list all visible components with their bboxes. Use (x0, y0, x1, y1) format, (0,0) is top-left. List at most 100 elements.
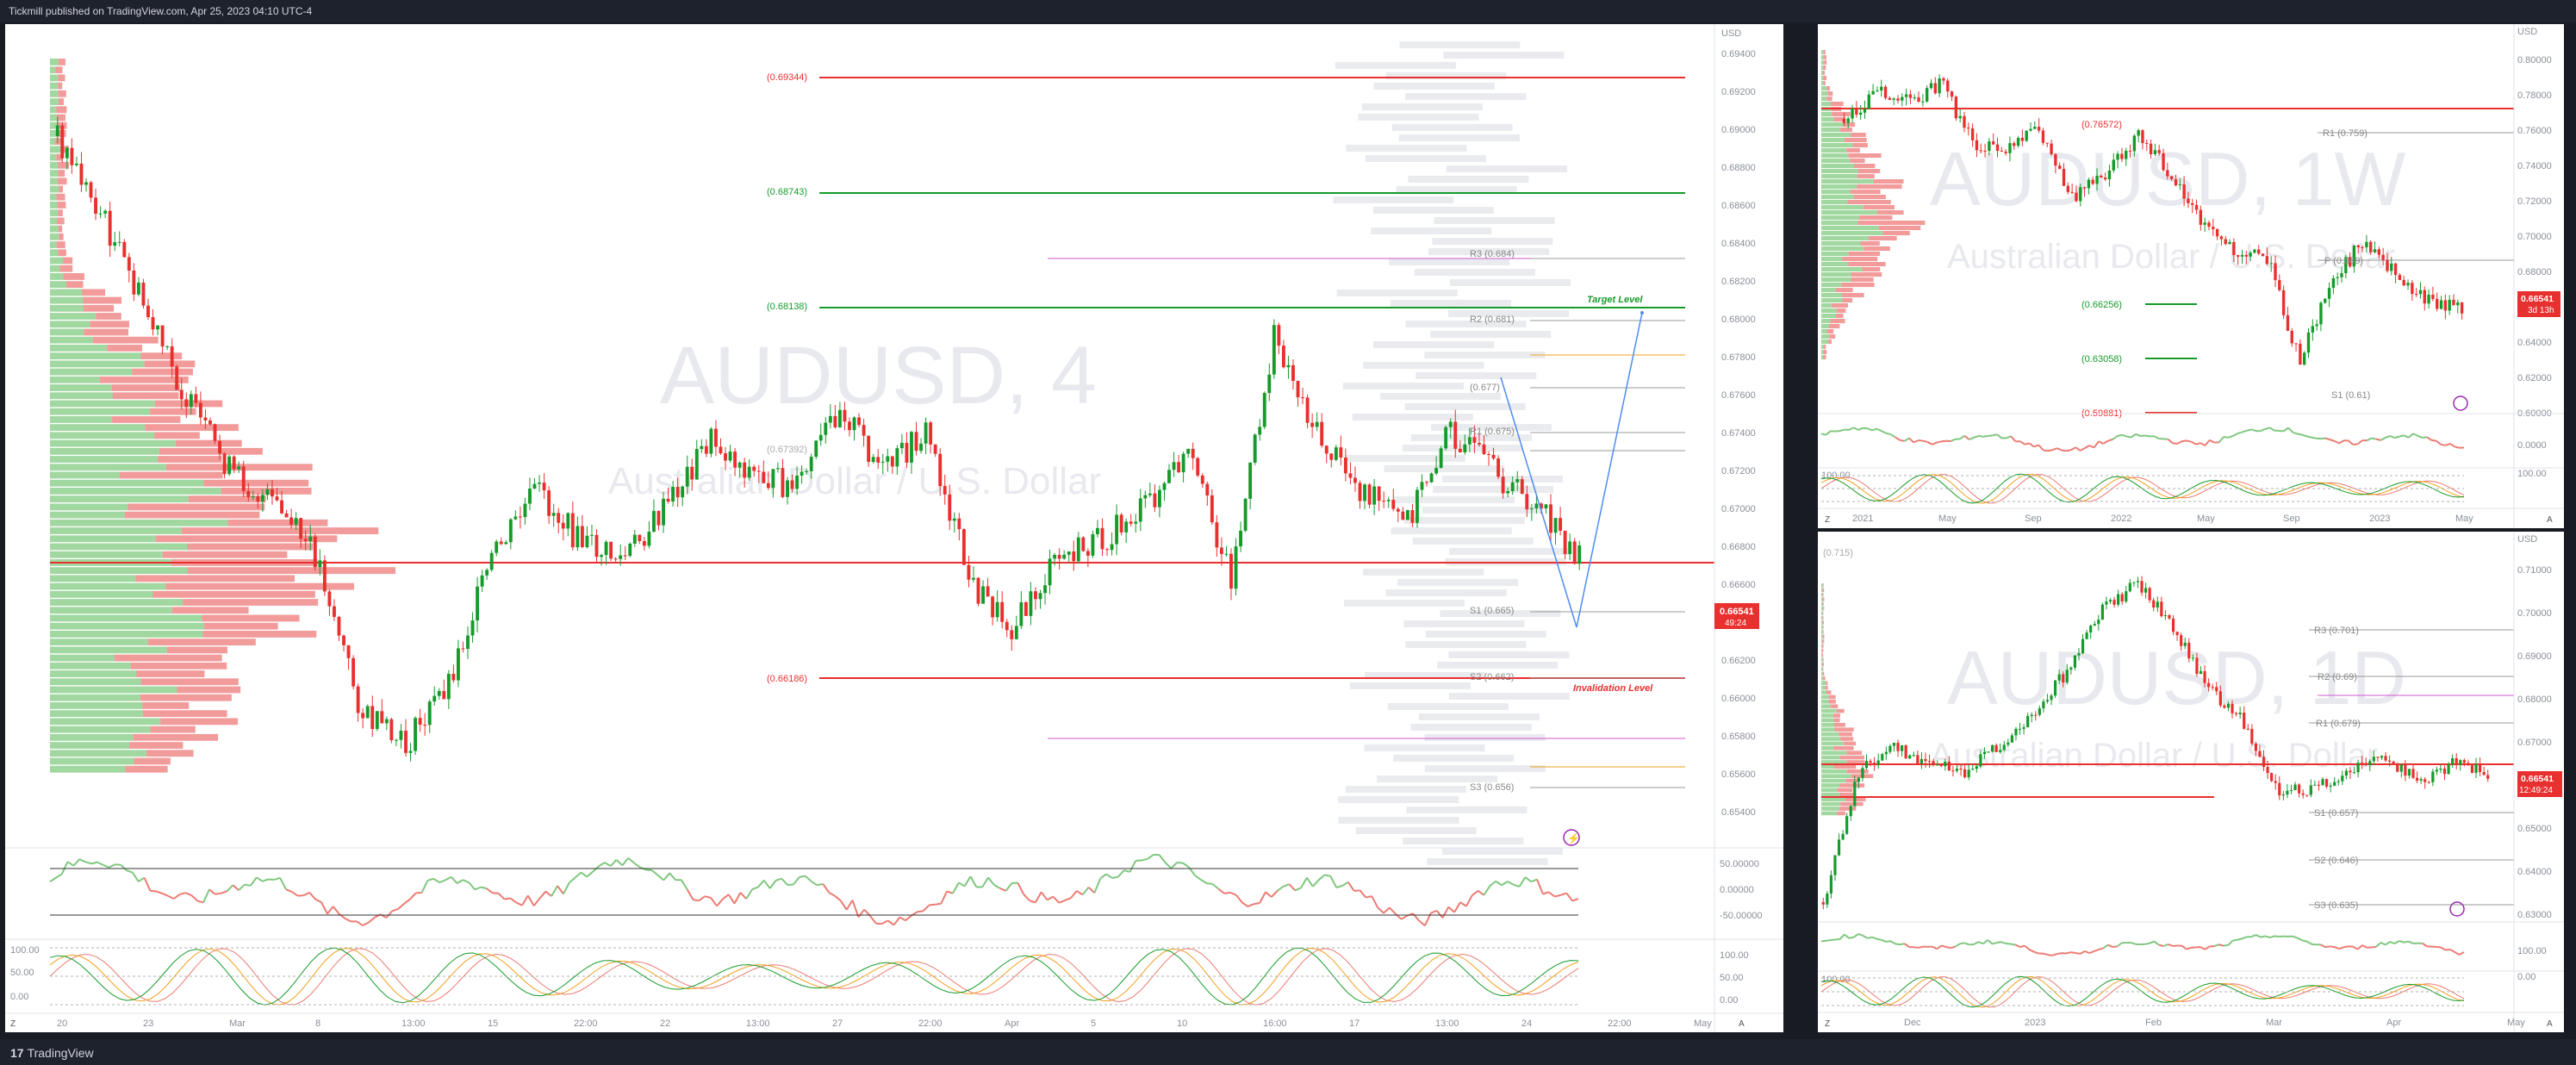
weekly-candle (2381, 254, 2385, 260)
main-right-vp (1449, 548, 1571, 555)
daily-rsi-seg (2107, 944, 2113, 948)
main-vp-bull (50, 90, 59, 97)
main-candle (394, 739, 398, 741)
weekly-rsi-seg (1853, 427, 1859, 431)
main-vp-bear (142, 710, 227, 718)
main-rsi-seg (817, 882, 824, 887)
price-axis[interactable] (1714, 24, 1783, 1032)
weekly-rsi-seg (2176, 440, 2183, 445)
weekly-time-5: Sep (2283, 514, 2300, 524)
main-chart-svg[interactable]: AUDUSD, 4 Australian Dollar / U.S. Dolla… (5, 24, 1783, 1032)
main-rsi-seg (1341, 881, 1349, 887)
main-vp-bear (125, 765, 168, 773)
main-rsi-seg (126, 869, 134, 874)
weekly-auto-button[interactable]: A (2547, 515, 2553, 525)
main-candle (1181, 453, 1185, 473)
weekly-vp-bull (1821, 345, 1824, 350)
main-vp-bear (142, 702, 190, 709)
main-candle (1568, 541, 1572, 555)
weekly-time-axis[interactable]: 2021 May Sep 2022 May Sep 2023 May (1852, 514, 2473, 524)
main-candle (867, 435, 871, 462)
time-tick-4: 13:00 (401, 1018, 426, 1029)
main-candle (805, 470, 809, 472)
daily-rsi-seg (2306, 940, 2312, 945)
main-candle (127, 257, 131, 271)
daily-auto-button[interactable]: A (2547, 1019, 2553, 1029)
main-right-vp (1427, 858, 1548, 865)
weekly-candle (2411, 283, 2414, 295)
main-vp-bear (159, 447, 263, 455)
weekly-timezone-button[interactable]: Z (1825, 515, 1830, 525)
main-candle (880, 461, 885, 463)
alert-lightning-icon[interactable] (1563, 829, 1580, 846)
daily-rsi-seg (1959, 942, 1965, 945)
weekly-candle (1880, 86, 1883, 91)
daily-level-3: S1 (0.657) (2314, 808, 2358, 819)
main-candle (814, 440, 818, 458)
daily-chart-svg[interactable]: AUDUSD, 1D Australian Dollar / U.S. Doll… (1818, 532, 2564, 1032)
main-right-vp (1358, 114, 1479, 121)
weekly-vp-bull (1821, 339, 1828, 345)
daily-candle (1975, 766, 1978, 769)
weekly-candle (2336, 277, 2339, 278)
main-candle (848, 421, 851, 431)
main-rsi-seg (1366, 895, 1372, 899)
main-vp-bull (50, 400, 155, 408)
main-candle (384, 719, 389, 724)
main-rsi-seg (432, 877, 440, 884)
main-candle (499, 541, 503, 545)
weekly-alert-icon[interactable] (2453, 395, 2468, 411)
weekly-candle (2253, 249, 2256, 253)
main-vp-bear (160, 718, 239, 726)
main-candle (1196, 458, 1200, 476)
main-rsi-seg (722, 894, 730, 900)
main-candle (1401, 511, 1405, 520)
weekly-candle (2369, 241, 2373, 252)
main-vp-bear (145, 424, 239, 432)
time-axis-labels[interactable]: 20 23 Mar 8 13:00 15 22:00 22 13:00 27 22:00 Apr 5 10… (57, 1018, 1712, 1029)
daily-candle (2447, 763, 2450, 775)
main-candle (1434, 467, 1439, 474)
main-candle (957, 518, 961, 530)
timezone-button[interactable]: Z (10, 1019, 16, 1029)
main-candle (613, 558, 618, 560)
weekly-vp-bull (1821, 267, 1863, 272)
weekly-chart-pane[interactable]: AUDUSD, 1W Australian Dollar / U.S. Doll… (1818, 24, 2564, 528)
rsi-oscillator (49, 853, 1579, 927)
main-vp-bull (50, 121, 57, 129)
main-rsi-seg (705, 895, 712, 899)
main-candle (852, 417, 856, 431)
weekly-vp-bear (1857, 221, 1926, 226)
main-rsi-seg (627, 856, 635, 864)
daily-rsi-seg (1876, 937, 1882, 941)
daily-tick-10: 0.00 (2517, 972, 2536, 982)
symbol-watermark: AUDUSD, 4 (660, 330, 1097, 421)
daily-vp-bull (1821, 732, 1839, 737)
main-vp-bull (50, 702, 143, 709)
daily-vp-bear (1845, 778, 1859, 783)
weekly-chart-svg[interactable]: AUDUSD, 1W Australian Dollar / U.S. Doll… (1818, 24, 2564, 528)
main-rsi-seg (1141, 857, 1148, 862)
weekly-price-axis[interactable] (2514, 24, 2564, 528)
daily-chart-pane[interactable]: AUDUSD, 1D Australian Dollar / U.S. Doll… (1818, 532, 2564, 1032)
daily-alert-icon[interactable] (2449, 901, 2465, 917)
daily-rsi-seg (2102, 944, 2109, 950)
weekly-vp-bull (1821, 164, 1854, 169)
main-candle (1096, 527, 1099, 534)
weekly-vp-bull (1821, 128, 1841, 133)
daily-timezone-button[interactable]: Z (1825, 1019, 1830, 1029)
tradingview-logo[interactable]: 17 TradingView (10, 1046, 94, 1060)
main-candle (1363, 484, 1366, 501)
main-rsi-seg (1271, 890, 1279, 898)
main-vp-bull (50, 551, 163, 558)
daily-candle (1881, 754, 1884, 761)
auto-scale-button[interactable]: A (1739, 1019, 1745, 1029)
daily-rsi-seg (1844, 933, 1850, 939)
main-candle (1463, 444, 1467, 452)
weekly-candle (2249, 252, 2252, 257)
daily-tick-4: 0.68000 (2517, 694, 2552, 705)
weekly-candle (2132, 135, 2137, 152)
main-chart-pane[interactable]: AUDUSD, 4 Australian Dollar / U.S. Dolla… (5, 24, 1783, 1032)
main-vp-bear (63, 257, 73, 265)
daily-time-axis[interactable]: Dec 2023 Feb Mar Apr May (1904, 1018, 2525, 1028)
